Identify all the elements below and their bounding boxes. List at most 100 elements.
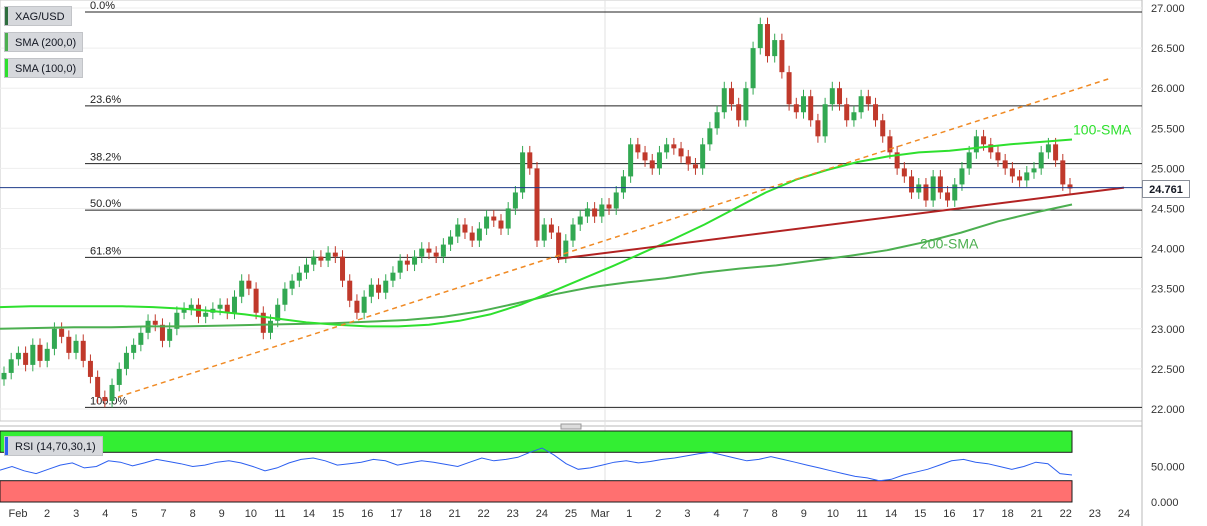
candle-body — [757, 24, 763, 49]
candle-body — [606, 204, 612, 209]
sma200-annotation: 200-SMA — [920, 236, 979, 252]
candle-body — [916, 184, 922, 193]
candle-body — [505, 208, 511, 229]
time-tick-label: 24 — [536, 508, 548, 520]
candle-body — [73, 340, 79, 353]
price-tick-label: 22.500 — [1151, 364, 1185, 376]
time-tick-label: 17 — [390, 508, 402, 520]
time-tick-label: 21 — [1031, 508, 1043, 520]
candle-body — [23, 352, 29, 365]
candle-body — [880, 120, 886, 137]
candle-body — [873, 104, 879, 121]
candle-body — [37, 344, 43, 361]
candle-body — [1045, 144, 1051, 153]
fib-level-label: 23.6% — [90, 94, 121, 106]
candle-body — [376, 284, 382, 293]
candle-body — [138, 332, 144, 345]
candle-body — [332, 252, 338, 257]
sma100-swatch — [5, 59, 8, 77]
candle-body — [188, 304, 194, 309]
candle-body — [354, 300, 360, 313]
candle-body — [311, 256, 317, 265]
candle-body — [750, 48, 756, 89]
fibonacci-levels: 0.0% 23.6% 38.2% 50.0% 61.8% 100.0% — [85, 0, 1142, 408]
candle-body — [224, 304, 230, 313]
current-price-tag: 24.761 — [1142, 180, 1190, 198]
candle-body — [66, 336, 72, 353]
candle-body — [296, 272, 302, 281]
candle-body — [325, 252, 331, 261]
candle-body — [728, 88, 734, 105]
fib-level-label: 38.2% — [90, 152, 121, 164]
candle-body — [779, 40, 785, 73]
candle-body — [844, 104, 850, 121]
time-tick-label: 16 — [943, 508, 955, 520]
fib-level-label: 0.0% — [90, 0, 115, 12]
time-tick-label: 25 — [565, 508, 577, 520]
price-tick-label: 26.000 — [1151, 83, 1185, 95]
candle-body — [347, 280, 353, 301]
candle-body — [469, 232, 475, 241]
sma100-annotation: 100-SMA — [1073, 122, 1132, 138]
time-tick-label: 9 — [801, 508, 807, 520]
candle-body — [548, 224, 554, 233]
candle-body — [988, 144, 994, 153]
price-tick-label: 27.000 — [1151, 3, 1185, 15]
rsi-tick-label: 0.000 — [1151, 497, 1179, 509]
rsi-line — [0, 447, 1073, 482]
candle-body — [973, 136, 979, 153]
candle-body — [563, 240, 569, 257]
symbol-swatch — [5, 7, 8, 25]
time-tick-label: 8 — [190, 508, 196, 520]
rsi-overbought-zone — [0, 430, 1073, 453]
candle-body — [959, 168, 965, 185]
candle-body — [685, 156, 691, 165]
candle-body — [599, 204, 605, 217]
candle-body — [289, 280, 295, 289]
candle-body — [203, 312, 209, 317]
candle-body — [116, 368, 122, 385]
sma100-legend[interactable]: SMA (100,0) — [4, 58, 84, 78]
fib-level-label: 50.0% — [90, 198, 121, 210]
price-tick-label: 23.500 — [1151, 284, 1185, 296]
trendlines — [0, 77, 1142, 398]
candle-body — [764, 24, 770, 57]
candle-body — [1031, 168, 1037, 173]
candle-body — [412, 256, 418, 265]
candle-body — [239, 280, 245, 297]
candle-body — [30, 344, 36, 365]
price-tick-label: 22.000 — [1151, 404, 1185, 416]
candle-body — [44, 348, 50, 361]
time-tick-label: 10 — [245, 508, 257, 520]
candle-body — [930, 176, 936, 201]
rsi-legend-label: RSI (14,70,30,1) — [15, 441, 96, 453]
candle-body — [858, 96, 864, 113]
candle-body — [678, 148, 684, 157]
candle-body — [159, 324, 165, 341]
sma200-legend[interactable]: SMA (200,0) — [4, 32, 84, 52]
candle-body — [520, 152, 526, 193]
candle-body — [1067, 184, 1073, 189]
candle-body — [707, 128, 713, 145]
candle-body — [404, 260, 410, 265]
candle-body — [8, 359, 14, 373]
candle-body — [361, 296, 367, 313]
candle-body — [95, 376, 101, 397]
time-tick-label: Feb — [9, 508, 28, 520]
candle-body — [736, 104, 742, 121]
price-tick-label: 24.500 — [1151, 204, 1185, 216]
candle-body — [102, 396, 108, 401]
candle-body — [448, 236, 454, 245]
time-tick-label: 9 — [219, 508, 225, 520]
price-tick-label: 23.000 — [1151, 324, 1185, 336]
symbol-legend[interactable]: XAG/USD — [4, 6, 72, 26]
candle-body — [15, 352, 21, 360]
candle-body — [714, 112, 720, 129]
rsi-legend[interactable]: RSI (14,70,30,1) — [4, 436, 103, 456]
candle-body — [231, 296, 237, 313]
sma200-legend-label: SMA (200,0) — [15, 37, 77, 49]
candle-body — [318, 256, 324, 261]
candle-body — [945, 192, 951, 201]
candle-body — [512, 192, 518, 209]
candle-body — [167, 328, 173, 341]
